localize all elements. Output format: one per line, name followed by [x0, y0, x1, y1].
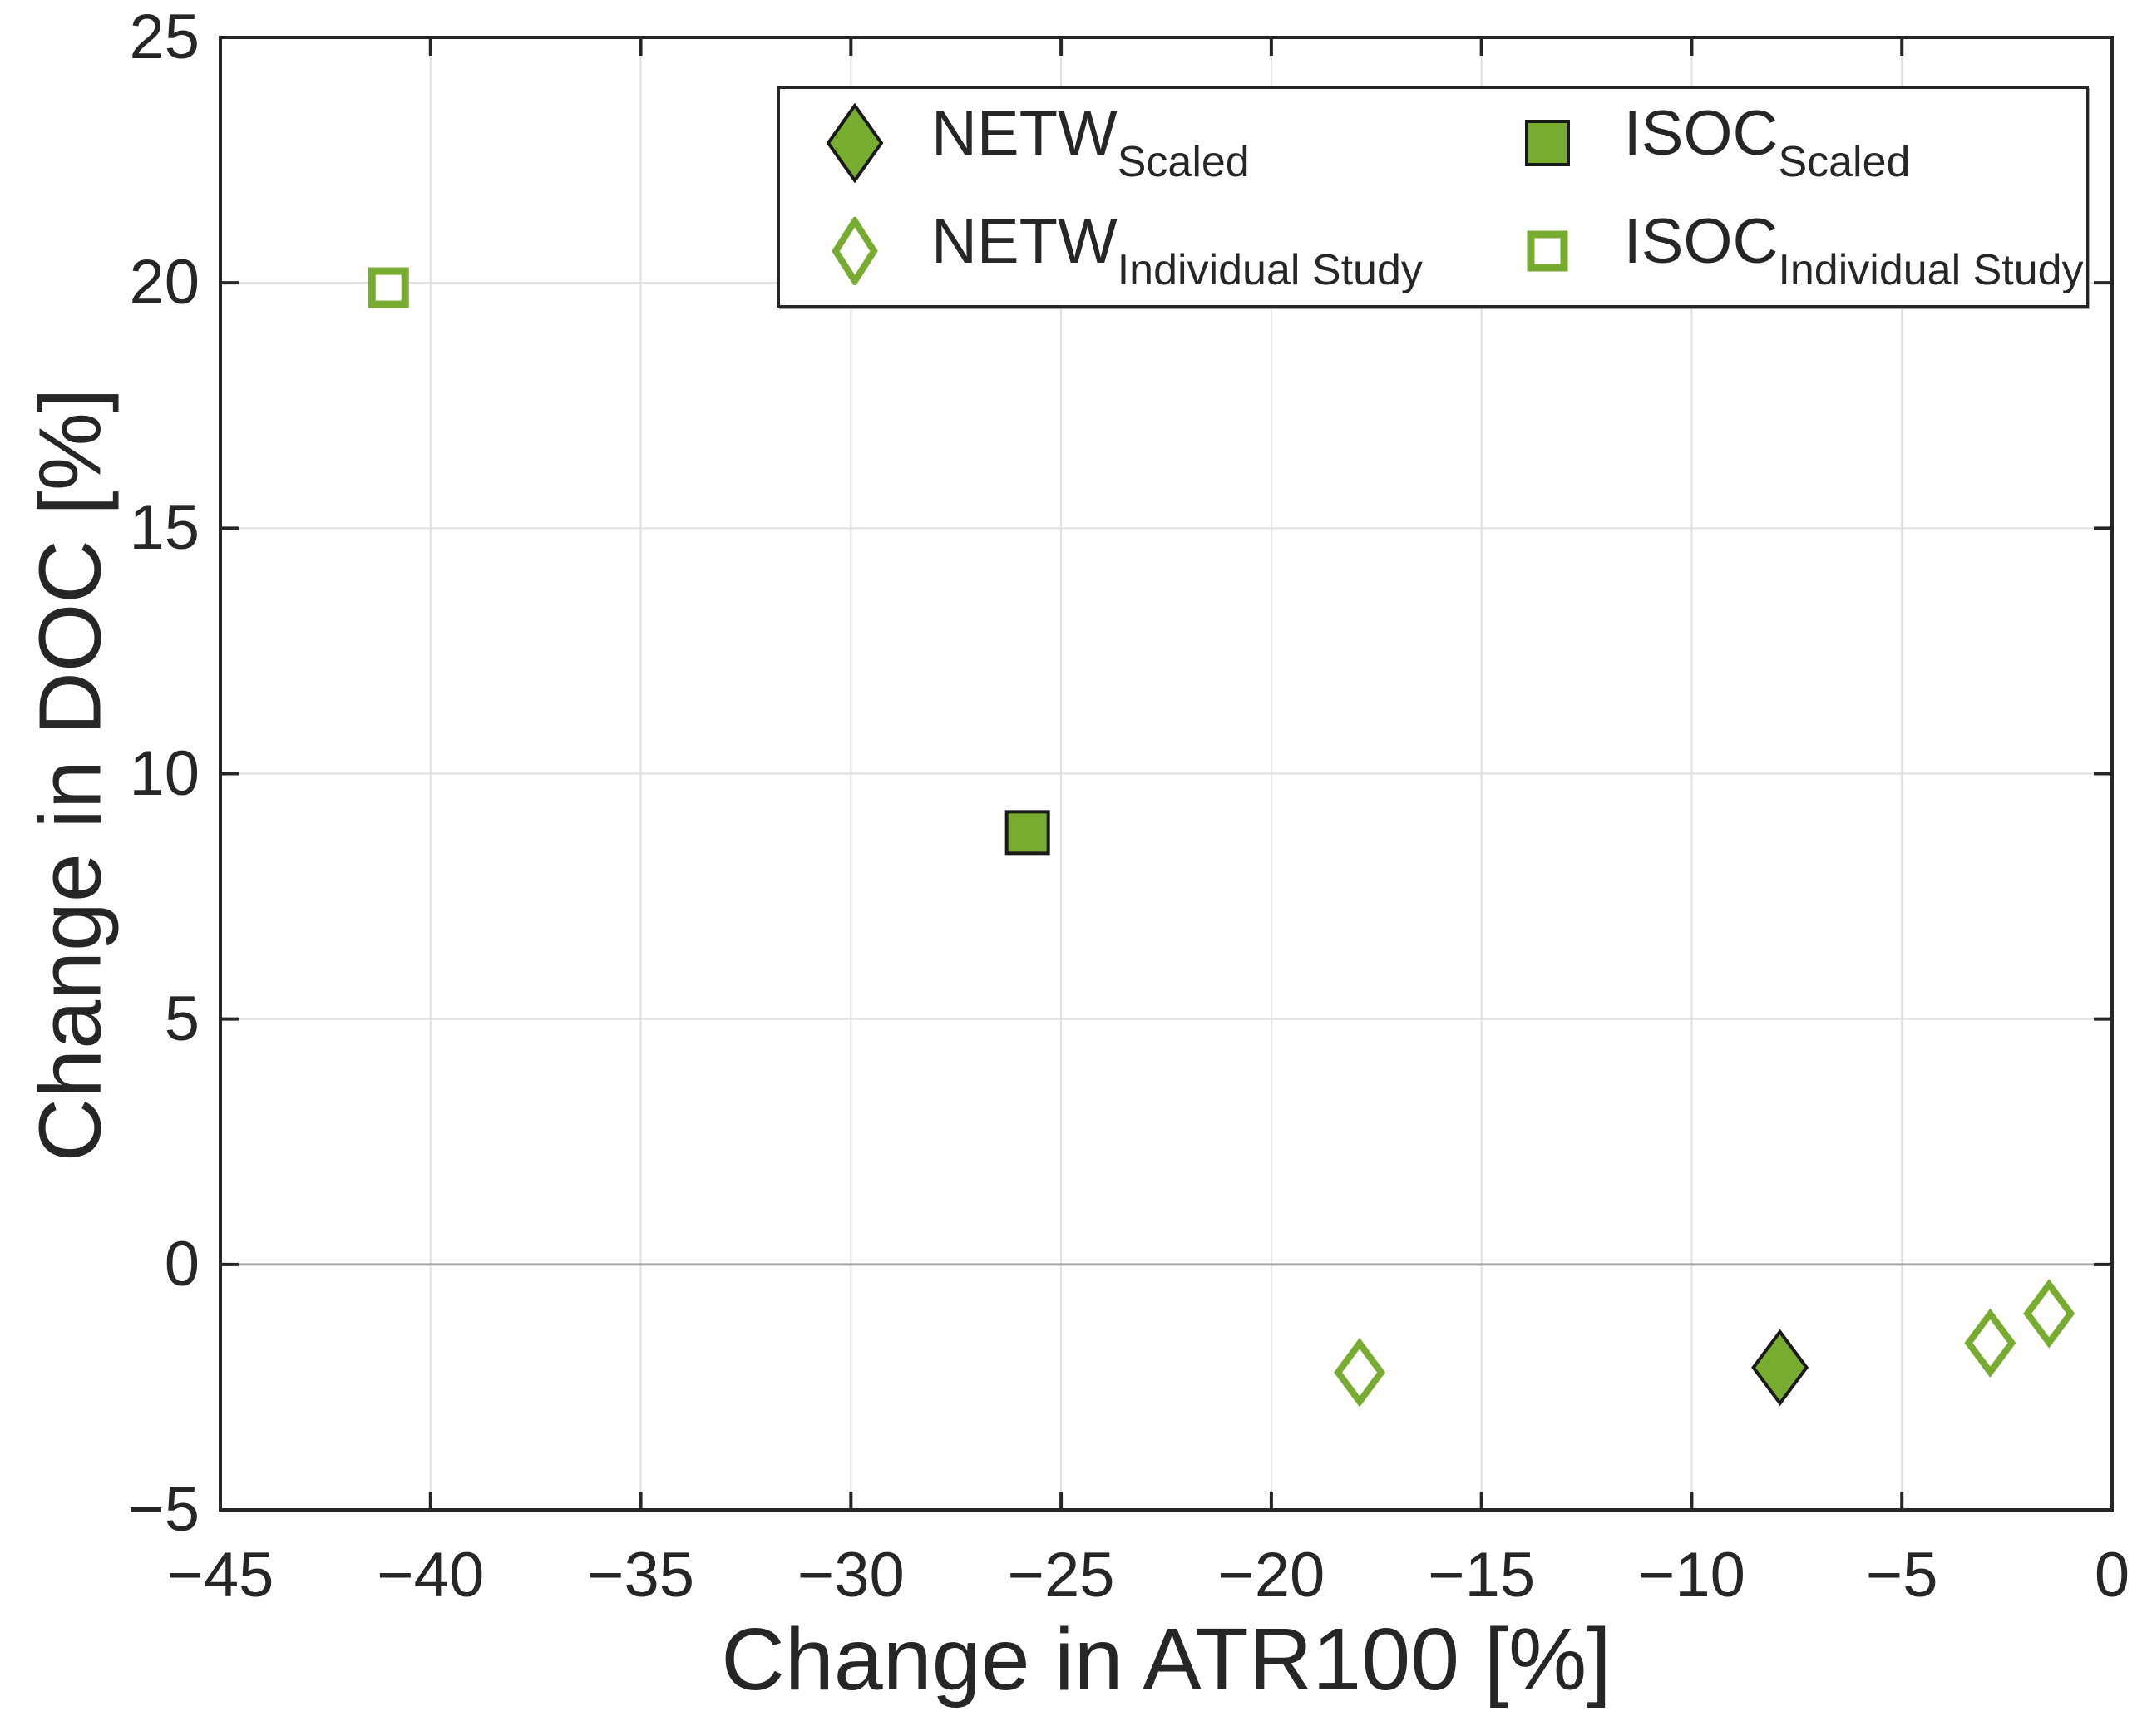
x-axis-label: Change in ATR100 [%] — [721, 1610, 1611, 1709]
data-point-netw-individual-study — [2023, 1279, 2075, 1349]
legend-label: ISOCScaled — [1623, 98, 1911, 186]
axes-frame — [219, 36, 2114, 1512]
legend-entry-isoc-scaled: ISOCScaled — [1473, 89, 2086, 197]
x-tick-label: 0 — [2094, 1540, 2130, 1610]
legend-label: ISOCIndividual Study — [1623, 206, 2084, 294]
x-tick-label: −15 — [1428, 1540, 1536, 1610]
data-point-netw-individual-study — [1964, 1308, 2016, 1378]
y-tick-label: 20 — [129, 247, 200, 318]
legend-entry-netw-individual-study: NETWIndividual Study — [780, 197, 1473, 305]
diamond-open-icon — [822, 217, 888, 285]
data-point-netw-scaled — [1751, 1329, 1809, 1407]
y-tick-label: 15 — [129, 492, 200, 564]
y-tick-label: 25 — [129, 2, 200, 72]
y-tick-label: 0 — [164, 1228, 200, 1300]
legend-label: NETWScaled — [931, 98, 1250, 186]
legend-entry-netw-scaled: NETWScaled — [780, 89, 1473, 197]
x-tick-label: −40 — [377, 1540, 485, 1610]
x-tick-label: −35 — [587, 1540, 694, 1610]
data-point-isoc-individual-study — [368, 267, 409, 308]
x-tick-label: −10 — [1637, 1540, 1745, 1610]
y-tick-label: −5 — [127, 1474, 200, 1545]
y-tick-label: 10 — [129, 737, 200, 809]
legend-entry-isoc-individual-study: ISOCIndividual Study — [1473, 197, 2086, 305]
y-tick-label: 5 — [164, 983, 200, 1054]
data-point-isoc-scaled — [1004, 810, 1050, 856]
x-tick-label: −30 — [797, 1540, 905, 1610]
x-tick-label: −5 — [1865, 1540, 1938, 1610]
square-filled-icon — [1514, 118, 1581, 168]
diamond-filled-icon — [822, 103, 888, 183]
legend: NETWScaled ISOCScaled NETWIndividual Stu… — [777, 86, 2089, 308]
x-tick-label: −45 — [166, 1540, 274, 1610]
x-tick-label: −25 — [1007, 1540, 1115, 1610]
x-tick-label: −20 — [1217, 1540, 1325, 1610]
square-open-icon — [1514, 229, 1581, 273]
legend-label: NETWIndividual Study — [931, 206, 1423, 294]
data-point-netw-individual-study — [1334, 1337, 1386, 1408]
y-axis-label: Change in DOC [%] — [21, 387, 120, 1162]
